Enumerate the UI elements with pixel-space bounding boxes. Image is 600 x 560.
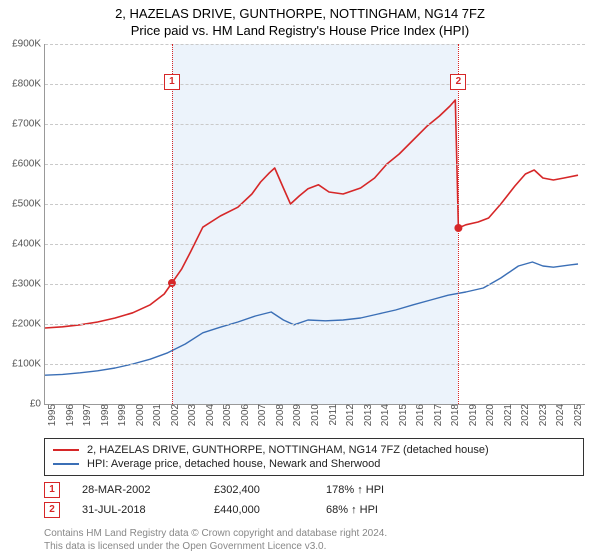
x-axis-label: 2006 xyxy=(238,404,251,426)
x-axis-label: 1998 xyxy=(98,404,111,426)
y-axis-label: £100K xyxy=(12,359,45,370)
x-axis-label: 1995 xyxy=(45,404,58,426)
sales-date: 31-JUL-2018 xyxy=(82,504,192,516)
sales-pct: 178% ↑ HPI xyxy=(326,484,436,496)
series-price_paid xyxy=(45,100,578,328)
x-axis-label: 1999 xyxy=(115,404,128,426)
x-axis-label: 1996 xyxy=(63,404,76,426)
sale-marker-box: 2 xyxy=(450,74,466,90)
sales-price: £302,400 xyxy=(214,484,304,496)
x-axis-label: 2024 xyxy=(553,404,566,426)
x-axis-label: 2022 xyxy=(518,404,531,426)
legend-label: 2, HAZELAS DRIVE, GUNTHORPE, NOTTINGHAM,… xyxy=(87,444,489,456)
x-axis-label: 2013 xyxy=(361,404,374,426)
y-axis-label: £0 xyxy=(30,399,45,410)
sales-index-box: 2 xyxy=(44,502,60,518)
title-subtitle: Price paid vs. HM Land Registry's House … xyxy=(0,23,600,38)
y-axis-label: £300K xyxy=(12,279,45,290)
chart-lines-svg xyxy=(45,44,585,404)
x-axis-label: 2010 xyxy=(308,404,321,426)
x-axis-label: 2011 xyxy=(326,404,339,426)
series-hpi xyxy=(45,262,578,375)
x-axis-label: 2000 xyxy=(133,404,146,426)
x-axis-label: 2025 xyxy=(571,404,584,426)
x-axis-label: 2003 xyxy=(185,404,198,426)
legend-box: 2, HAZELAS DRIVE, GUNTHORPE, NOTTINGHAM,… xyxy=(44,438,584,476)
chart-container: 2, HAZELAS DRIVE, GUNTHORPE, NOTTINGHAM,… xyxy=(0,0,600,560)
sales-date: 28-MAR-2002 xyxy=(82,484,192,496)
title-address: 2, HAZELAS DRIVE, GUNTHORPE, NOTTINGHAM,… xyxy=(0,6,600,21)
x-axis-label: 2009 xyxy=(290,404,303,426)
x-axis-label: 2004 xyxy=(203,404,216,426)
legend-swatch xyxy=(53,463,79,465)
gridline-h xyxy=(45,244,585,245)
footnote-line: This data is licensed under the Open Gov… xyxy=(44,541,387,554)
sales-row: 2 31-JUL-2018 £440,000 68% ↑ HPI xyxy=(44,502,436,518)
y-axis-label: £200K xyxy=(12,319,45,330)
x-axis-label: 2023 xyxy=(536,404,549,426)
footnote: Contains HM Land Registry data © Crown c… xyxy=(44,528,387,553)
footnote-line: Contains HM Land Registry data © Crown c… xyxy=(44,528,387,541)
sale-marker-line xyxy=(172,44,173,404)
x-axis-label: 2007 xyxy=(255,404,268,426)
x-axis-label: 2018 xyxy=(448,404,461,426)
y-axis-label: £500K xyxy=(12,199,45,210)
y-axis-label: £600K xyxy=(12,159,45,170)
gridline-h xyxy=(45,124,585,125)
sales-row: 1 28-MAR-2002 £302,400 178% ↑ HPI xyxy=(44,482,436,498)
x-axis-label: 2019 xyxy=(466,404,479,426)
chart-plot-area: £0£100K£200K£300K£400K£500K£600K£700K£80… xyxy=(44,44,585,405)
sales-table: 1 28-MAR-2002 £302,400 178% ↑ HPI 2 31-J… xyxy=(44,482,436,522)
y-axis-label: £400K xyxy=(12,239,45,250)
gridline-h xyxy=(45,84,585,85)
x-axis-label: 2012 xyxy=(343,404,356,426)
x-axis-label: 2002 xyxy=(168,404,181,426)
sale-marker-line xyxy=(458,44,459,404)
gridline-h xyxy=(45,164,585,165)
y-axis-label: £900K xyxy=(12,39,45,50)
gridline-h xyxy=(45,364,585,365)
gridline-h xyxy=(45,284,585,285)
x-axis-label: 2020 xyxy=(483,404,496,426)
y-axis-label: £700K xyxy=(12,119,45,130)
sale-marker-box: 1 xyxy=(164,74,180,90)
x-axis-label: 2014 xyxy=(378,404,391,426)
legend-swatch xyxy=(53,449,79,451)
x-axis-label: 1997 xyxy=(80,404,93,426)
x-axis-label: 2005 xyxy=(220,404,233,426)
x-axis-label: 2008 xyxy=(273,404,286,426)
gridline-h xyxy=(45,44,585,45)
x-axis-label: 2001 xyxy=(150,404,163,426)
x-axis-label: 2021 xyxy=(501,404,514,426)
title-block: 2, HAZELAS DRIVE, GUNTHORPE, NOTTINGHAM,… xyxy=(0,0,600,38)
legend-item: 2, HAZELAS DRIVE, GUNTHORPE, NOTTINGHAM,… xyxy=(53,443,575,457)
y-axis-label: £800K xyxy=(12,79,45,90)
legend-item: HPI: Average price, detached house, Newa… xyxy=(53,457,575,471)
x-axis-label: 2015 xyxy=(396,404,409,426)
gridline-h xyxy=(45,204,585,205)
gridline-h xyxy=(45,324,585,325)
x-axis-label: 2017 xyxy=(431,404,444,426)
sales-pct: 68% ↑ HPI xyxy=(326,504,436,516)
sales-index-box: 1 xyxy=(44,482,60,498)
sales-price: £440,000 xyxy=(214,504,304,516)
legend-label: HPI: Average price, detached house, Newa… xyxy=(87,458,380,470)
x-axis-label: 2016 xyxy=(413,404,426,426)
